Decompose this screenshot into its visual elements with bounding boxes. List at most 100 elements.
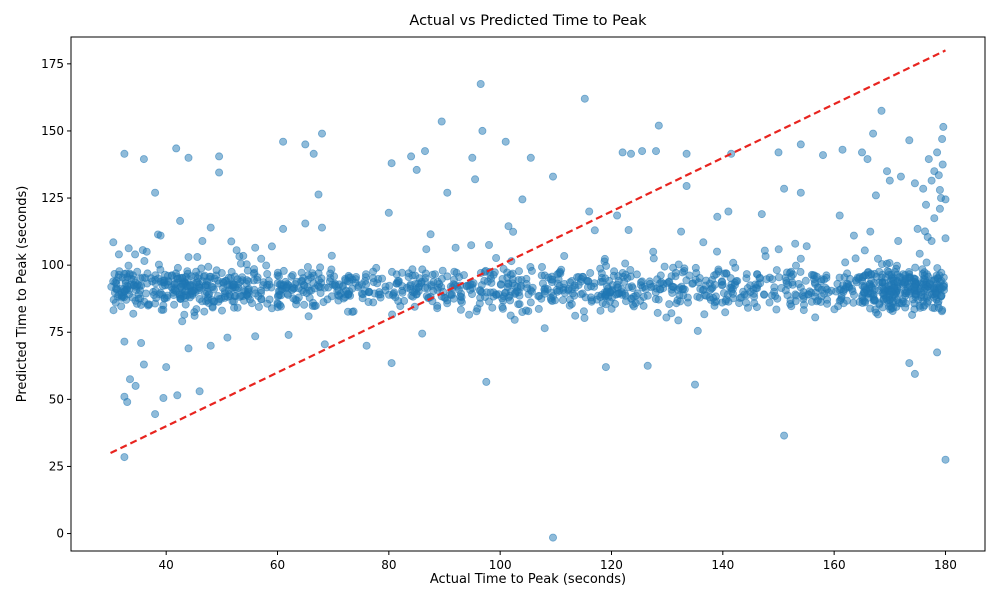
scatter-point [878, 260, 887, 269]
scatter-point [109, 306, 118, 315]
scatter-point [301, 140, 310, 149]
scatter-point [217, 306, 226, 315]
scatter-point [814, 283, 823, 292]
x-tick-label: 100 [489, 558, 512, 572]
scatter-point [937, 291, 946, 300]
scatter-point [538, 262, 547, 271]
scatter-point [139, 155, 148, 164]
scatter-point [137, 338, 146, 347]
scatter-point [457, 298, 466, 307]
scatter-point [742, 270, 751, 279]
scatter-point [328, 280, 337, 289]
y-axis-label: Predicted Time to Peak (seconds) [15, 186, 30, 403]
scatter-point [251, 289, 260, 298]
scatter-point [732, 277, 741, 286]
scatter-point [327, 251, 336, 260]
scatter-point [279, 224, 288, 233]
scatter-point [679, 284, 688, 293]
scatter-point [265, 295, 274, 304]
scatter-point [123, 397, 132, 406]
scatter-point [724, 207, 733, 216]
scatter-point [526, 298, 535, 307]
scatter-point [310, 284, 319, 293]
scatter-point [527, 266, 536, 275]
points-layer [107, 80, 950, 542]
scatter-point [842, 282, 851, 291]
scatter-point [839, 299, 848, 308]
scatter-point [812, 297, 821, 306]
scatter-point [151, 410, 160, 419]
scatter-point [528, 283, 537, 292]
scatter-point [676, 297, 685, 306]
scatter-point [282, 283, 291, 292]
scatter-point [131, 250, 140, 259]
scatter-point [124, 261, 133, 270]
scatter-point [633, 289, 642, 298]
scatter-point [885, 290, 894, 299]
scatter-point [206, 223, 215, 232]
scatter-point [249, 276, 258, 285]
scatter-point [934, 303, 943, 312]
scatter-point [181, 300, 190, 309]
scatter-point [263, 269, 272, 278]
scatter-point [224, 286, 233, 295]
scatter-point [178, 317, 187, 326]
scatter-point [810, 271, 819, 280]
scatter-point [304, 312, 313, 321]
scatter-point [654, 121, 663, 130]
scatter-point [244, 292, 253, 301]
scatter-point [376, 293, 385, 302]
scatter-point [622, 297, 631, 306]
scatter-point [915, 249, 924, 258]
scatter-point [924, 272, 933, 281]
scatter-point [657, 278, 666, 287]
scatter-point [197, 264, 206, 273]
scatter-point [301, 219, 310, 228]
scatter-point [843, 269, 852, 278]
scatter-point [933, 148, 942, 157]
scatter-point [158, 281, 167, 290]
x-tick-label: 80 [381, 558, 396, 572]
scatter-point [345, 287, 354, 296]
scatter-point [931, 275, 940, 284]
scatter-point [154, 260, 163, 269]
scatter-point [849, 231, 858, 240]
scatter-point [558, 296, 567, 305]
scatter-point [699, 238, 708, 247]
scatter-point [433, 304, 442, 313]
scatter-point [251, 243, 260, 252]
scatter-point [905, 136, 914, 145]
scatter-point [408, 271, 417, 280]
scatter-point [938, 160, 947, 169]
scatter-point [859, 288, 868, 297]
scatter-point [136, 274, 145, 283]
scatter-point [922, 200, 931, 209]
scatter-point [919, 184, 928, 193]
scatter-point [229, 297, 238, 306]
scatter-point [284, 330, 293, 339]
scatter-point [265, 280, 274, 289]
scatter-point [186, 282, 195, 291]
scatter-point [889, 303, 898, 312]
scatter-point [941, 455, 950, 464]
scatter-point [496, 280, 505, 289]
scatter-point [247, 299, 256, 308]
scatter-point [933, 348, 942, 357]
scatter-point [195, 387, 204, 396]
scatter-point [585, 207, 594, 216]
scatter-point [609, 271, 618, 280]
scatter-point [653, 308, 662, 317]
scatter-point [618, 148, 627, 157]
reference-line [110, 49, 946, 455]
scatter-point [712, 297, 721, 306]
scatter-point [364, 287, 373, 296]
scatter-point [420, 147, 429, 156]
scatter-point [580, 94, 589, 103]
scatter-point [604, 292, 613, 301]
scatter-point [124, 244, 133, 253]
scatter-point [874, 310, 883, 319]
scatter-point [791, 239, 800, 248]
scatter-point [162, 363, 171, 372]
scatter-point [410, 302, 419, 311]
